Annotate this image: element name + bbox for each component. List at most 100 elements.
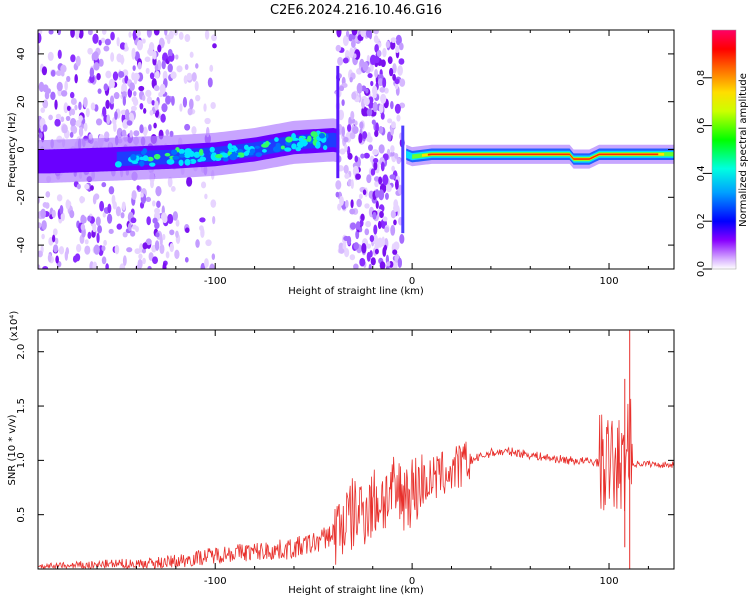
spectrogram-speckle-dot <box>79 196 86 203</box>
spectrogram-band-blob <box>280 145 285 150</box>
spectrogram-speckle-dot <box>140 192 144 198</box>
spectrogram-speckle-dot <box>105 70 112 79</box>
spectrogram-band-blob <box>184 158 191 166</box>
spectrogram-band-blob <box>146 156 154 162</box>
spectrogram-speckle-dot <box>83 96 88 108</box>
spectrogram-speckle-dot <box>89 67 95 78</box>
snr-y-tick-label: 1.0 <box>16 452 27 468</box>
spectrogram-band-blob <box>166 158 175 165</box>
spectrogram-speckle-dot <box>92 33 99 44</box>
spectrogram-speckle-dot <box>349 132 356 140</box>
spectrogram-speckle-dot <box>382 216 388 222</box>
spectrogram-speckle-dot <box>387 56 393 64</box>
spectrogram-speckle-dot <box>61 124 68 134</box>
spectrogram-speckle-dot <box>184 257 189 263</box>
snr-x-tick-label: 100 <box>599 576 618 587</box>
spectrogram-speckle-dot <box>153 85 160 92</box>
spectrogram-band-blob <box>291 143 297 150</box>
spectrogram-speckle-dot <box>122 119 129 129</box>
spectrogram-speckle-dot <box>66 75 71 82</box>
spectrogram-speckle-dot <box>372 93 377 99</box>
spectrogram-speckle-dot <box>335 191 340 198</box>
spectrogram-speckle-dot <box>362 189 367 196</box>
spectrogram-speckle-dot <box>75 119 82 127</box>
spectrogram-speckle-dot <box>370 80 374 87</box>
spectrogram-speckle-dot <box>142 94 146 102</box>
spectrogram-speckle-dot <box>348 116 352 127</box>
spectrogram-band-blob <box>141 150 146 156</box>
spectrogram-speckle-dot <box>136 185 140 191</box>
spectrogram-speckle-dot <box>130 105 137 111</box>
spectrogram-speckle-dot <box>116 36 120 47</box>
spectrogram-speckle-dot <box>162 262 167 269</box>
spectrogram-speckle-dot <box>371 119 376 125</box>
spectrogram-band-blob <box>295 147 302 152</box>
spectrogram-band-blob <box>307 135 312 142</box>
spectrogram-speckle-dot <box>345 199 349 208</box>
spectrogram-speckle-dot <box>351 91 357 100</box>
spectrogram-speckle-dot <box>175 230 179 239</box>
spectrogram-speckle-dot <box>45 191 51 198</box>
spectrogram-speckle-dot <box>121 91 127 99</box>
spectrogram-speckle-dot <box>115 206 121 217</box>
spectrogram-speckle-dot <box>373 161 378 171</box>
spectrogram-band-blob <box>209 146 215 153</box>
spectrogram-speckle-dot <box>395 34 402 46</box>
spectrogram-speckle-dot <box>164 30 168 36</box>
spectrogram-speckle-dot <box>155 232 160 238</box>
spectrogram-speckle-dot <box>210 101 216 110</box>
spectrogram-speckle-dot <box>200 262 206 269</box>
spectrogram-speckle-dot <box>390 210 396 219</box>
spectrogram-speckle-dot <box>335 180 342 190</box>
spectrogram-speckle-dot <box>69 209 75 219</box>
spectrogram-speckle-dot <box>103 207 108 213</box>
spectrogram-speckle-dot <box>391 260 398 269</box>
spectrogram-speckle-dot <box>106 114 111 125</box>
spectrogram-speckle-dot <box>394 179 399 190</box>
spectrogram-speckle-dot <box>48 114 53 121</box>
spectrogram-speckle-dot <box>369 234 375 243</box>
spectrogram-speckle-dot <box>191 72 197 82</box>
spectrogram-speckle-dot <box>374 180 379 188</box>
spectrogram-speckle-dot <box>38 132 43 139</box>
spectrogram-band-blob <box>291 137 299 141</box>
spectrogram-speckle-dot <box>113 121 117 133</box>
spectrogram-speckle-dot <box>95 216 101 227</box>
spectrogram-speckle-dot <box>394 78 400 85</box>
spectrogram-speckle-dot <box>374 56 380 64</box>
spectrogram-speckle-dot <box>361 242 367 254</box>
spectrogram-speckle-dot <box>212 43 217 49</box>
spectrogram-speckle-dot <box>54 118 61 127</box>
spectrogram-speckle-dot <box>366 174 372 184</box>
spectrogram-speckle-dot <box>162 233 166 241</box>
spectrogram-speckle-dot <box>337 203 342 211</box>
spectrogram-speckle-dot <box>336 30 342 38</box>
spectrogram-speckle-dot <box>92 51 99 61</box>
spectrogram-speckle-dot <box>80 223 86 231</box>
spectrogram-speckle-dot <box>373 224 378 235</box>
spectrogram-speckle-dot <box>387 131 392 142</box>
spectrogram-speckle-dot <box>350 39 356 48</box>
spectrogram-speckle-dot <box>353 263 359 269</box>
spectrogram-speckle-dot <box>374 130 379 138</box>
spectrogram-speckle-dot <box>111 80 115 88</box>
spectrogram-speckle-dot <box>60 212 65 222</box>
spectrogram-speckle-dot <box>354 155 359 163</box>
spectrogram-speckle-dot <box>114 111 118 120</box>
spectrogram-speckle-dot <box>356 82 363 94</box>
spectrogram-speckle-dot <box>372 101 378 113</box>
spectrogram-band-blob <box>310 131 318 138</box>
spectrogram-speckle-dot <box>399 78 406 87</box>
spectrogram-speckle-dot <box>353 53 357 59</box>
spectrogram-speckle-dot <box>92 222 97 233</box>
spectrogram-speckle-dot <box>384 192 389 200</box>
spectrogram-speckle-dot <box>153 122 157 129</box>
spectrogram-speckle-dot <box>343 235 350 242</box>
spectrogram-speckle-dot <box>159 39 165 47</box>
spectrogram-speckle-dot <box>165 95 171 105</box>
spectrogram-speckle-dot <box>186 72 193 81</box>
spectrogram-speckle-dot <box>148 124 152 132</box>
spectrogram-speckle-dot <box>157 44 162 53</box>
spectrogram-speckle-dot <box>383 244 388 252</box>
spectrogram-speckle-dot <box>360 30 367 38</box>
